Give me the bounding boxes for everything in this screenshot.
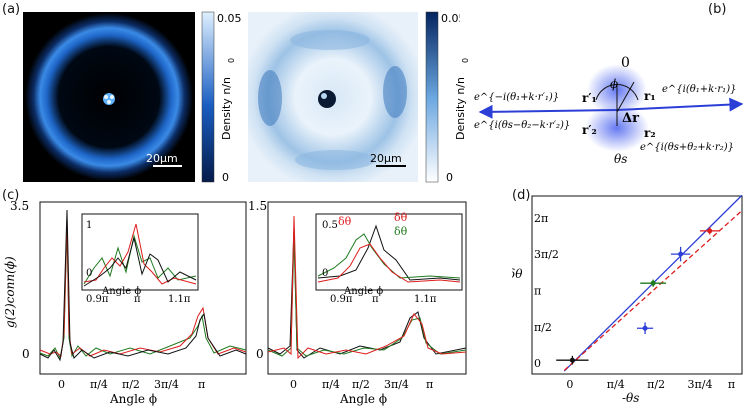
c-right-trace-red [267, 215, 467, 360]
label-theta-s: θs [614, 152, 627, 166]
phase-r1: e^{i(θ₁+k·r₁)} [662, 84, 736, 95]
c-left-trace-black [39, 209, 247, 362]
colorbar-right-max: 0.05 [441, 12, 460, 25]
colorbar-left [201, 11, 215, 183]
c-inset-right-xtick-1: π [372, 294, 379, 305]
ylabel-c: g(2)conn(ϕ) [3, 256, 17, 328]
label-r2p: r′₂ [582, 123, 597, 137]
c-left-xtick-2: π/2 [122, 378, 140, 391]
plot-d-frame [531, 195, 743, 375]
d-xlabel: -θs [622, 391, 639, 405]
c-left-xlabel: Angle ϕ [109, 392, 157, 406]
colorbar-right [425, 11, 439, 183]
delta-theta-red: δθ [338, 215, 352, 228]
c-inset-left-ytick-zero: 0 [86, 268, 92, 279]
c-left-xtick-0: 0 [58, 378, 65, 391]
colorbar-right-min: 0 [446, 171, 453, 184]
colorbar-right-label-wrap: Density n/n 0 [454, 58, 470, 140]
c-left-ytick-zero: 0 [22, 347, 30, 361]
c-inset-left-xtick-1: π [134, 294, 141, 305]
panel-a: 20μm 0.05 0 Density n/n 0 20μm 0.05 0 [23, 11, 460, 184]
c-right-inset [315, 213, 463, 291]
panel-label-c: (c) [2, 188, 20, 203]
fit-line-dashed [563, 210, 743, 371]
colorbar-right-label: Density n/n [454, 77, 467, 140]
c-left-xtick-3: 3π/4 [154, 378, 179, 391]
label-r2: r₂ [644, 126, 656, 140]
scalebar-left: 20μm [146, 152, 178, 165]
colorbar-left-sub: 0 [227, 58, 236, 63]
d-ytick-4: 2π [534, 212, 548, 225]
c-inset-right-xlabel: Angle ϕ [343, 286, 383, 297]
label-zero: 0 [621, 55, 630, 71]
c-right-ytick-top: 1.5 [248, 199, 267, 213]
c-inset-left-xtick-0: 0.9π [86, 294, 109, 305]
panel-label-a: (a) [2, 2, 21, 17]
d-ytick-2: π [534, 284, 541, 297]
colorbar-left-label: Density n/n [220, 77, 233, 140]
c-right-xtick-2: π/2 [352, 378, 370, 391]
label-r1p: r′₁ [582, 91, 597, 105]
d-ytick-0: 0 [534, 357, 541, 370]
data-point-2 [640, 279, 667, 287]
plot-c-left-frame [39, 201, 247, 375]
delta-theta-red-2: δθ [394, 211, 408, 224]
colorbar-left-max: 0.05 [217, 12, 242, 25]
colorbar-right-sub: 0 [461, 58, 470, 63]
c-right-ytick-zero: 0 [256, 347, 264, 361]
panel-c: g(2)conn(ϕ) 3.5 0 1.5 0 0 π/4 π/2 3π/4 π… [3, 199, 467, 406]
label-phi: ϕ [610, 77, 618, 91]
d-ytick-3: 3π/2 [534, 248, 559, 261]
c-right-xtick-1: π/4 [322, 378, 340, 391]
plot-c-right-frame [267, 201, 467, 375]
d-xtick-4: π [728, 378, 735, 391]
c-right-xtick-3: 3π/4 [384, 378, 409, 391]
data-point-4 [700, 227, 720, 235]
phase-r2: e^{i(θs+θ₂+k·r₂)} [640, 142, 734, 153]
d-ylabel: δθ [512, 267, 523, 281]
scalebar-right: 20μm [370, 152, 402, 165]
c-inset-left-xtick-2: 1.1π [168, 294, 191, 305]
data-point-1 [637, 322, 654, 335]
d-xtick-2: π/2 [647, 378, 665, 391]
label-delta-r: Δr [622, 111, 639, 126]
panel-label-b: (b) [708, 2, 727, 17]
c-inset-right-xtick-0: 0.9π [330, 294, 353, 305]
c-inset-right-ytick-top: 0.5 [322, 220, 338, 231]
d-ytick-1: π/2 [534, 321, 552, 334]
panel-label-d: (d) [512, 188, 531, 203]
data-point-3 [670, 246, 691, 262]
c-inset-right-ytick-zero: 0 [322, 268, 328, 279]
core-blob [103, 93, 115, 105]
d-xtick-0: 0 [566, 378, 573, 391]
panel-b: 0 ϕ Δr θs r₁ r₂ r′₁ r′₂ e^{i(θ₁+k·r₁)} e… [474, 55, 744, 166]
label-r1: r₁ [644, 89, 656, 103]
c-inset-left-xlabel: Angle ϕ [101, 286, 141, 297]
phase-r2p: e^{i(θs−θ₂−k·r′₂)} [474, 120, 570, 131]
c-right-xtick-0: 0 [290, 378, 297, 391]
d-xtick-1: π/4 [607, 378, 625, 391]
panel-d-chart: 0 π/4 π/2 3π/4 π 0 π/2 π 3π/2 2π -θs δθ [512, 194, 743, 405]
c-left-xtick-4: π [198, 378, 205, 391]
c-left-ytick-top: 3.5 [10, 199, 29, 213]
c-inset-left-ytick-top: 1 [86, 220, 92, 231]
phase-r1p: e^{−i(θ₁+k·r′₁)} [474, 92, 559, 103]
d-xtick-3: 3π/4 [688, 378, 713, 391]
colorbar-left-min: 0 [222, 171, 229, 184]
c-right-xlabel: Angle ϕ [339, 392, 387, 406]
c-inset-right-xtick-2: 1.1π [414, 294, 437, 305]
data-point-0 [556, 355, 589, 365]
c-right-xtick-4: π [426, 378, 433, 391]
delta-theta-green: δθ [394, 225, 408, 238]
c-left-xtick-1: π/4 [90, 378, 108, 391]
c-left-inset [81, 213, 199, 291]
